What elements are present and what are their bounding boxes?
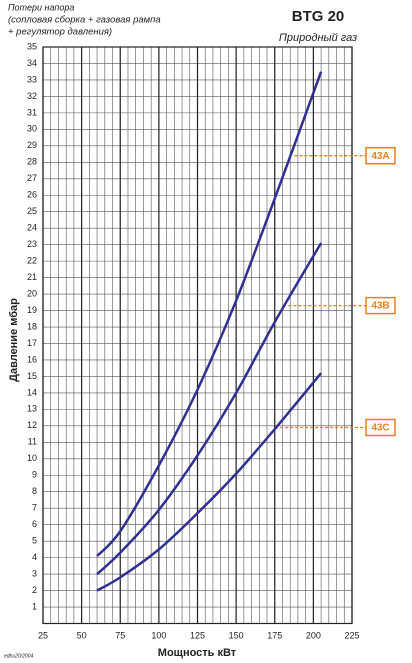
y-tick-label: 1: [32, 601, 37, 611]
y-tick-label: 35: [27, 41, 37, 51]
plot-frame: [42, 46, 353, 625]
x-tick-label: 200: [306, 630, 321, 640]
label-box: [365, 418, 396, 437]
x-tick-label: 175: [267, 630, 282, 640]
y-tick-label: 2: [32, 585, 37, 595]
y-tick-label: 18: [27, 321, 37, 331]
x-tick-label: 150: [229, 630, 244, 640]
y-tick-label: 17: [27, 338, 37, 348]
line: [96, 71, 323, 557]
y-tick-label: 23: [27, 239, 37, 249]
x-tick-label: 100: [151, 630, 166, 640]
label-box: [365, 146, 396, 165]
y-tick-label: 13: [27, 404, 37, 414]
y-tick-label: 4: [32, 552, 37, 562]
y-tick-label: 6: [32, 519, 37, 529]
y-tick-label: 20: [27, 288, 37, 298]
label-box: [365, 296, 396, 315]
y-tick-label: 16: [27, 354, 37, 364]
chart-subtitle: Природный газ: [279, 32, 357, 44]
y-axis-title: Давление мбар: [8, 298, 20, 382]
y-tick-label: 8: [32, 486, 37, 496]
x-tick-label: 25: [38, 630, 48, 640]
footer: edhu20/2004: [4, 653, 33, 659]
y-tick-label: 22: [27, 256, 37, 266]
y-tick-label: 30: [27, 124, 37, 134]
y-tick-label: 5: [32, 536, 37, 546]
y-tick-label: 21: [27, 272, 37, 282]
line: [96, 372, 323, 592]
x-axis-title: Мощность кВт: [158, 647, 237, 659]
y-tick-label: 27: [27, 173, 37, 183]
y-tick-label: 9: [32, 470, 37, 480]
y-tick-label: 26: [27, 190, 37, 200]
x-tick-label: 50: [77, 630, 87, 640]
series-label: 43C: [371, 423, 389, 434]
x-tick-label: 125: [190, 630, 205, 640]
y-tick-label: 11: [28, 437, 37, 447]
x-tick-label: 225: [344, 630, 359, 640]
note: + регулятор давления): [8, 27, 112, 38]
y-tick-label: 10: [27, 453, 37, 463]
y-tick-label: 32: [27, 91, 37, 101]
chart-title: BTG 20: [292, 8, 345, 25]
y-tick-label: 7: [32, 503, 37, 513]
y-tick-label: 3: [32, 568, 37, 578]
series-label: 43A: [371, 151, 389, 162]
y-tick-label: 14: [27, 387, 37, 397]
y-tick-label: 15: [27, 371, 37, 381]
line: [96, 242, 323, 576]
series-label: 43B: [371, 301, 389, 312]
y-tick-label: 33: [27, 74, 37, 84]
note: Потери напора: [8, 2, 74, 12]
y-tick-label: 31: [27, 107, 37, 117]
y-tick-label: 34: [27, 58, 37, 68]
y-tick-label: 24: [27, 223, 37, 233]
note: (сопловая сборка + газовая рампа: [8, 15, 161, 26]
y-tick-label: 28: [27, 157, 37, 167]
y-tick-label: 29: [27, 140, 37, 150]
y-tick-label: 12: [27, 420, 37, 430]
y-tick-label: 19: [27, 305, 37, 315]
y-tick-label: 25: [27, 206, 37, 216]
x-tick-label: 75: [115, 630, 125, 640]
